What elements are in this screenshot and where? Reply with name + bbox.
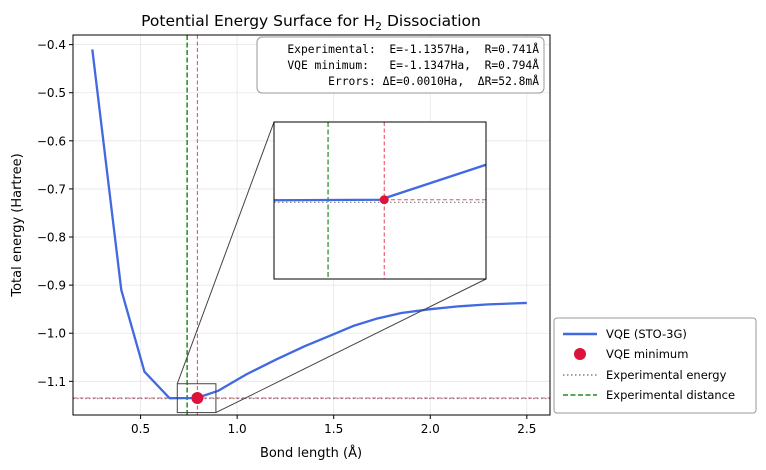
y-axis-label: Total energy (Hartree) xyxy=(10,153,25,297)
legend-entry-vqe: VQE (STO-3G) xyxy=(563,327,687,341)
x-tick-label: 2.5 xyxy=(517,422,536,436)
legend-entry-vqe-minimum: VQE minimum xyxy=(574,347,688,361)
x-tick-label: 0.5 xyxy=(131,422,150,436)
y-axis-ticks: −0.4 −0.5 −0.6 −0.7 −0.8 −0.9 −1.0 −1.1 xyxy=(37,38,73,389)
x-tick-label: 1.0 xyxy=(228,422,247,436)
y-tick-label: −0.7 xyxy=(37,182,66,196)
x-tick-label: 1.5 xyxy=(324,422,343,436)
legend-label-exp-distance: Experimental distance xyxy=(606,388,735,402)
chart-title: Potential Energy Surface for H2 Dissocia… xyxy=(141,12,481,33)
zoom-rectangle xyxy=(176,383,217,414)
error-annotation: Experimental: E=-1.1357Ha, R=0.741Å VQE … xyxy=(256,36,545,94)
reference-lines xyxy=(73,35,550,415)
y-tick-label: −1.1 xyxy=(37,375,66,389)
legend-swatch-minimum-marker xyxy=(574,348,586,360)
zoom-indicator xyxy=(176,383,217,414)
x-axis-ticks: 0.5 1.0 1.5 2.0 2.5 xyxy=(131,415,536,436)
inset-connectors xyxy=(176,121,487,414)
inset-content xyxy=(274,122,486,279)
annotation-line-2: VQE minimum: E=-1.1347Ha, R=0.794Å xyxy=(287,59,539,72)
annotation-line-1: Experimental: E=-1.1357Ha, R=0.741Å xyxy=(287,43,539,56)
inset-vqe-minimum-marker xyxy=(379,195,389,205)
legend-entry-exp-distance: Experimental distance xyxy=(563,388,735,402)
legend-entry-exp-energy: Experimental energy xyxy=(563,368,727,382)
series-line-vqe xyxy=(91,49,527,400)
x-axis-label: Bond length (Å) xyxy=(260,445,362,461)
y-tick-label: −0.5 xyxy=(37,86,66,100)
y-tick-label: −0.4 xyxy=(37,38,66,52)
legend: VQE (STO-3G) VQE minimum Experimental en… xyxy=(553,317,757,414)
legend-box xyxy=(553,317,757,414)
connector-upper xyxy=(176,121,275,384)
legend-label-exp-energy: Experimental energy xyxy=(606,368,727,382)
y-tick-label: −0.8 xyxy=(37,231,66,245)
y-tick-label: −1.0 xyxy=(37,327,66,341)
annotation-box xyxy=(256,36,545,94)
annotation-line-3: Errors: ΔE=0.0010Ha, ΔR=52.8mÅ xyxy=(328,75,539,88)
title-subscript: 2 xyxy=(375,20,382,33)
legend-label-vqe: VQE (STO-3G) xyxy=(606,327,687,341)
y-tick-label: −0.6 xyxy=(37,134,66,148)
legend-label-minimum: VQE minimum xyxy=(606,347,688,361)
plot-frame xyxy=(72,34,551,416)
zoom-inset xyxy=(273,121,487,280)
inset-frame xyxy=(273,121,487,280)
x-tick-label: 2.0 xyxy=(421,422,440,436)
series-layer xyxy=(91,49,527,405)
connector-lower xyxy=(215,278,487,414)
y-tick-label: −0.9 xyxy=(37,279,66,293)
vqe-minimum-marker xyxy=(191,392,204,405)
